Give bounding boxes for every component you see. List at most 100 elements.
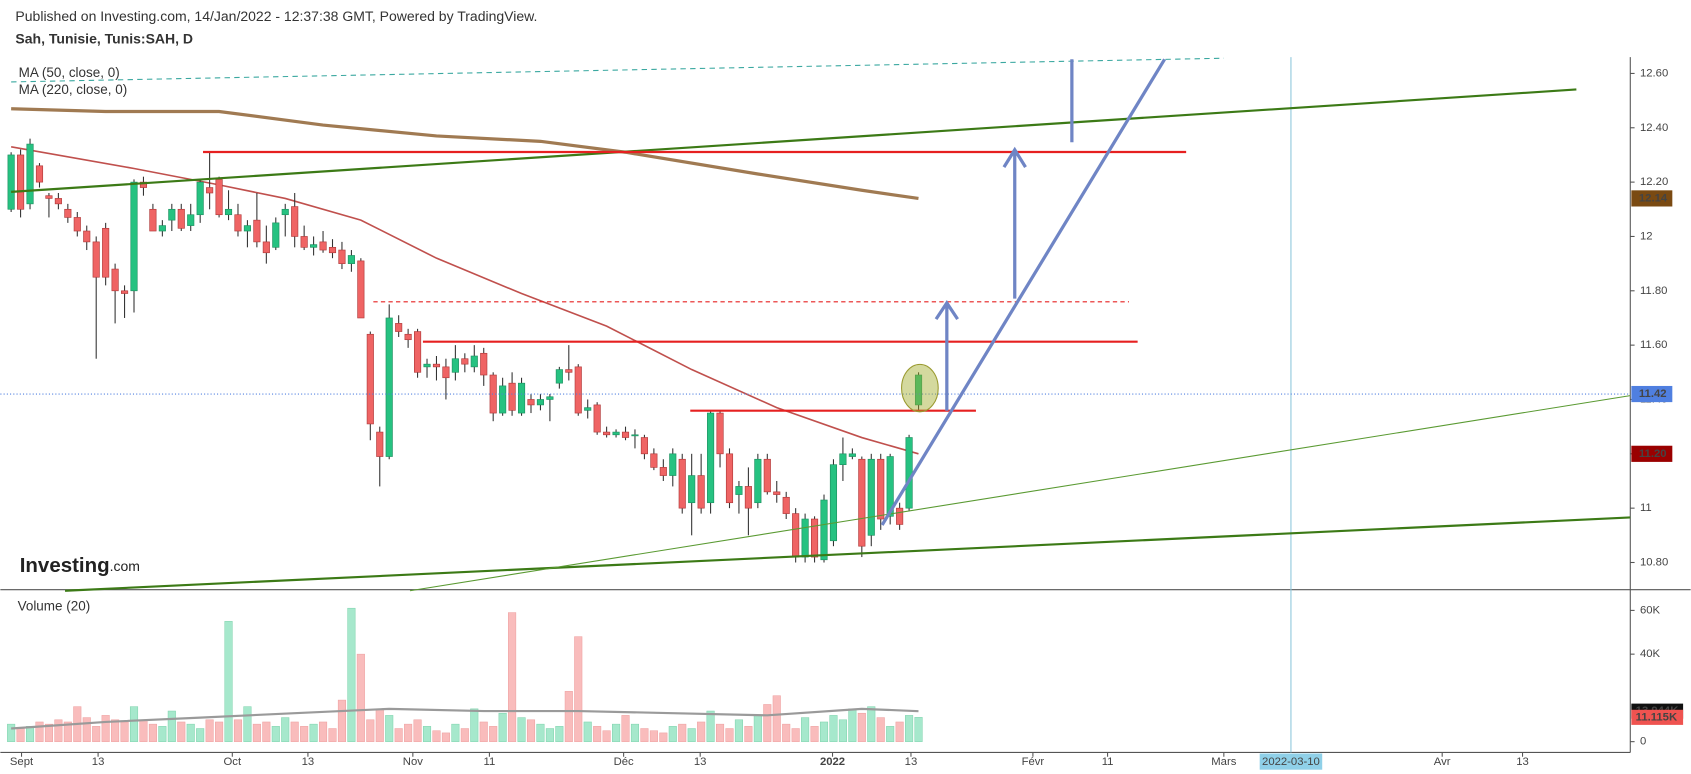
candle-body xyxy=(688,475,696,504)
candle-body xyxy=(517,382,526,414)
candle-body xyxy=(196,181,204,216)
candle-body xyxy=(319,241,327,251)
x-tick-label: Nov xyxy=(403,756,423,768)
volume-bar xyxy=(441,732,450,742)
volume-bar xyxy=(479,721,488,742)
volume-bar xyxy=(413,719,422,742)
volume-bar xyxy=(35,721,44,742)
volume-bar xyxy=(772,695,781,742)
x-tick-label: 13 xyxy=(302,756,315,768)
candle-body xyxy=(45,195,53,199)
y-tick-label: 12 xyxy=(1640,230,1653,242)
target-arrow xyxy=(1002,146,1027,299)
trend-line xyxy=(64,516,1631,592)
volume-ma xyxy=(11,707,919,730)
candle-body xyxy=(527,399,535,406)
volume-bar xyxy=(205,719,214,742)
candle-body xyxy=(158,225,166,232)
y-tick-label: 12.20 xyxy=(1640,176,1668,188)
candle-body xyxy=(291,206,299,237)
candle-body xyxy=(659,467,667,476)
volume-bar xyxy=(763,704,772,742)
candle-body xyxy=(603,431,611,436)
candle-body xyxy=(338,249,346,264)
published-note: Published on Investing.com, 14/Jan/2022 … xyxy=(15,8,537,24)
price-plot: 10.801111.2011.4011.6011.801212.2012.401… xyxy=(0,57,1668,768)
projection-line xyxy=(880,58,1166,526)
volume-bar xyxy=(517,717,526,742)
candle-body xyxy=(707,412,715,504)
volume-bar xyxy=(725,728,734,742)
x-tick-label: Mars xyxy=(1211,756,1236,768)
volume-bar xyxy=(394,728,403,742)
candle-body xyxy=(310,244,318,248)
candle-body xyxy=(300,236,308,248)
volume-bar xyxy=(82,717,91,742)
volume-bar xyxy=(7,723,16,742)
candle-body xyxy=(565,369,573,373)
cursor-label: 2022-03-10 xyxy=(1262,756,1320,768)
x-tick-label: 11 xyxy=(1102,756,1114,768)
moving-average xyxy=(11,107,919,201)
volume-bar xyxy=(744,726,753,742)
volume-bar xyxy=(838,719,847,742)
volume-bar xyxy=(328,728,337,742)
volume-bar xyxy=(385,715,394,742)
candle-body xyxy=(395,323,403,332)
volume-bar xyxy=(167,710,176,742)
volume-bar xyxy=(536,723,545,742)
volume-bar xyxy=(375,708,384,742)
candle-body xyxy=(792,513,800,558)
candle-body xyxy=(187,214,195,226)
volume-bar xyxy=(158,726,167,742)
volume-bar xyxy=(252,723,261,742)
volume-bar xyxy=(753,715,762,742)
candle-body xyxy=(631,434,639,437)
candle-body xyxy=(584,407,592,411)
candle-body xyxy=(376,431,384,457)
logo-brand: Investing xyxy=(20,554,110,577)
volume-bar xyxy=(612,723,621,742)
volume-bar xyxy=(508,612,517,742)
volume-bar xyxy=(498,712,507,742)
candle-body xyxy=(782,496,790,514)
volume-bar xyxy=(782,723,791,742)
logo: Investing.com xyxy=(20,554,140,577)
drawings xyxy=(11,57,1631,592)
price-tag-label: 11.42 xyxy=(1639,388,1667,400)
volume-bar xyxy=(697,721,706,742)
volume-bar xyxy=(649,730,658,742)
volume-bar xyxy=(819,721,829,742)
y-tick-label: 12.40 xyxy=(1640,122,1668,134)
x-tick-label: 11 xyxy=(484,756,496,768)
cursor-label-box xyxy=(1259,753,1323,770)
legend-entry: MA (220, close, 0) xyxy=(19,82,128,97)
volume-bar xyxy=(715,723,725,742)
volume-bar xyxy=(801,717,810,742)
candle-body xyxy=(839,453,847,466)
price-tag xyxy=(1631,385,1673,403)
volume-bar xyxy=(404,723,413,742)
candle-body xyxy=(725,453,734,504)
price-tag-label: 12.14 xyxy=(1639,192,1668,204)
volume-bar xyxy=(196,728,205,742)
candle-body xyxy=(773,491,781,495)
candle-body xyxy=(7,154,15,210)
candle-body xyxy=(234,214,242,232)
y-tick-label: 0 xyxy=(1640,736,1646,748)
candle-body xyxy=(508,382,516,411)
candle-body xyxy=(442,366,450,379)
dashed-trend xyxy=(11,57,1224,83)
candle-body xyxy=(328,246,337,254)
candle-body xyxy=(480,352,488,376)
volume-bar xyxy=(848,708,857,742)
volume-bar xyxy=(347,607,356,742)
candle-body xyxy=(470,355,478,368)
candle-body xyxy=(347,255,355,264)
candle-body xyxy=(451,358,459,373)
candle-body xyxy=(574,366,582,414)
volume-tag-label: 11.115K xyxy=(1636,711,1678,723)
candle-body xyxy=(735,486,743,495)
